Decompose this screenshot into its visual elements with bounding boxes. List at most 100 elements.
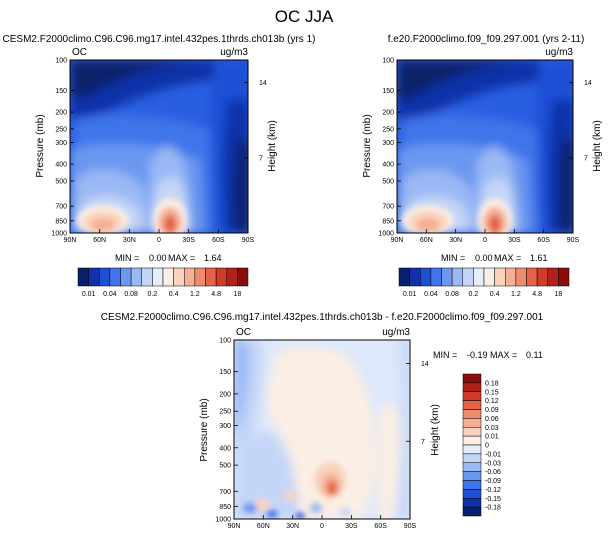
panel-1-x-tick-label: 0	[157, 237, 161, 244]
colorbar-swatch	[130, 267, 142, 287]
colorbar-swatch	[462, 400, 482, 410]
colorbar-swatch	[99, 267, 111, 287]
panel-2-units-label: ug/m3	[545, 47, 573, 58]
colorbar-label: -0.09	[485, 478, 501, 485]
panel-2-y-tick-label: 500	[382, 178, 394, 185]
panel-1-variable-label: OC	[72, 47, 87, 58]
colorbar-label: -0.18	[485, 505, 501, 512]
panel-3-contour-field	[234, 340, 410, 519]
colorbar-swatch	[237, 267, 249, 287]
panel-2-x-tick-label: 90S	[567, 237, 580, 244]
colorbar-swatch	[462, 498, 482, 508]
panel-1-max-value: 1.64	[204, 253, 222, 263]
colorbar-label: 1.2	[190, 291, 200, 298]
panel-3-right-tick-label: 14	[421, 361, 429, 368]
colorbar-swatch	[152, 267, 164, 287]
panel-1-x-tick-label: 30N	[123, 237, 136, 244]
panel-1-y-tick-label: 400	[55, 162, 67, 169]
panel-1-x-tick-label: 60N	[93, 237, 106, 244]
colorbar-swatch	[215, 267, 227, 287]
panel-2-title: f.e20.F2000climo.f09_f09.297.001 (yrs 2-…	[388, 34, 585, 45]
colorbar-label: 0.04	[424, 291, 438, 298]
colorbar-swatch	[483, 267, 495, 287]
colorbar-swatch	[462, 506, 482, 517]
colorbar-swatch	[462, 391, 482, 401]
colorbar-swatch	[462, 267, 474, 287]
colorbar-label: -0.06	[485, 469, 501, 476]
colorbar-swatch	[120, 267, 132, 287]
panel-3-x-tick-label: 60S	[374, 523, 387, 530]
panel-1-x-tick-label: 90N	[64, 237, 77, 244]
panel-2-x-tick-label: 0	[483, 237, 487, 244]
colorbar-swatch	[547, 267, 559, 287]
colorbar-swatch	[494, 267, 506, 287]
panel-2-x-tick-label: 60N	[420, 237, 433, 244]
colorbar-swatch	[77, 267, 89, 287]
panel-3-right-tick-label: 7	[421, 439, 425, 446]
panel-3: CESM2.F2000climo.C96.C96.mg17.intel.432p…	[101, 312, 544, 530]
colorbar-swatch	[194, 267, 206, 287]
panel-3-colorbar: 0.18 0.15 0.12 0.09 0.06 0.03 0.01 0-0.01 -0.03 -…	[462, 373, 501, 517]
panel-3-units-label: ug/m3	[382, 327, 410, 338]
colorbar-swatch	[451, 267, 463, 287]
colorbar-label: 0.2	[469, 291, 479, 298]
panel-1-contour-field	[70, 60, 248, 233]
colorbar-label: 0.08	[445, 291, 459, 298]
panel-3-x-tick-label: 90S	[404, 523, 417, 530]
panel-3-y-tick-label: 100	[219, 338, 231, 345]
colorbar-label: 18	[554, 291, 562, 298]
colorbar-swatch	[173, 267, 185, 287]
colorbar-label: 0.4	[169, 291, 179, 298]
panel-3-right-axis-label: Height (km)	[430, 404, 441, 456]
colorbar-swatch	[462, 382, 482, 392]
panel-1-x-tick-label: 90S	[242, 237, 255, 244]
panel-2-y-tick-label: 250	[382, 126, 394, 133]
colorbar-label: 0.06	[485, 416, 499, 423]
colorbar-swatch	[462, 427, 482, 437]
panel-2-y-tick-label: 700	[382, 204, 394, 211]
panel-1-y-tick-label: 850	[55, 218, 67, 225]
panel-2-right-tick-label: 7	[584, 155, 588, 162]
colorbar-swatch	[462, 471, 482, 481]
colorbar-label: 0.01	[485, 434, 499, 441]
colorbar-swatch	[184, 267, 196, 287]
colorbar-label: 4.8	[532, 291, 542, 298]
colorbar-label: 0.09	[485, 407, 499, 414]
colorbar-swatch	[162, 267, 174, 287]
colorbar-swatch	[462, 489, 482, 499]
panel-3-max-value: 0.11	[526, 350, 543, 360]
panel-1-y-tick-label: 150	[55, 88, 67, 95]
colorbar-swatch	[441, 267, 453, 287]
panel-3-y-tick-label: 500	[219, 463, 231, 470]
panel-1-title: CESM2.F2000climo.C96.C96.mg17.intel.432p…	[3, 34, 316, 45]
panel-2-right-axis-label: Height (km)	[592, 120, 603, 172]
colorbar-label: 0	[485, 443, 489, 450]
colorbar-swatch	[462, 418, 482, 428]
panel-2-x-tick-label: 90N	[391, 237, 404, 244]
panel-2-min-value: 0.00	[475, 253, 493, 263]
panel-1-colorbar: 0.01 0.04 0.08 0.2 0.4 1.2 4.8 18	[77, 267, 249, 298]
panel-2-max-value: 1.61	[530, 253, 548, 263]
panel-1-y-tick-label: 1000	[51, 231, 67, 238]
panel-2-y-tick-label: 1000	[378, 231, 394, 238]
colorbar-swatch	[462, 462, 482, 472]
panel-1-y-tick-label: 300	[55, 140, 67, 147]
colorbar-swatch	[462, 480, 482, 490]
panel-3-y-tick-label: 250	[219, 409, 231, 416]
panel-2-y-axis-label: Pressure (mb)	[362, 114, 373, 177]
panel-1-x-tick-label: 30S	[182, 237, 195, 244]
colorbar-label: -0.03	[485, 460, 501, 467]
colorbar-swatch	[536, 267, 548, 287]
panel-2-min-label: MIN =	[441, 253, 465, 263]
panel-2-y-tick-label: 850	[382, 218, 394, 225]
colorbar-swatch	[88, 267, 100, 287]
panel-2-x-tick-label: 60S	[537, 237, 550, 244]
colorbar-swatch	[462, 435, 482, 446]
colorbar-swatch	[205, 267, 217, 287]
panel-1: CESM2.F2000climo.C96.C96.mg17.intel.432p…	[3, 34, 316, 298]
panel-3-y-axis-label: Pressure (mb)	[199, 398, 210, 461]
colorbar-label: 4.8	[211, 291, 221, 298]
colorbar-swatch	[505, 267, 517, 287]
panel-3-y-tick-label: 200	[219, 391, 231, 398]
colorbar-label: 0.04	[103, 291, 117, 298]
